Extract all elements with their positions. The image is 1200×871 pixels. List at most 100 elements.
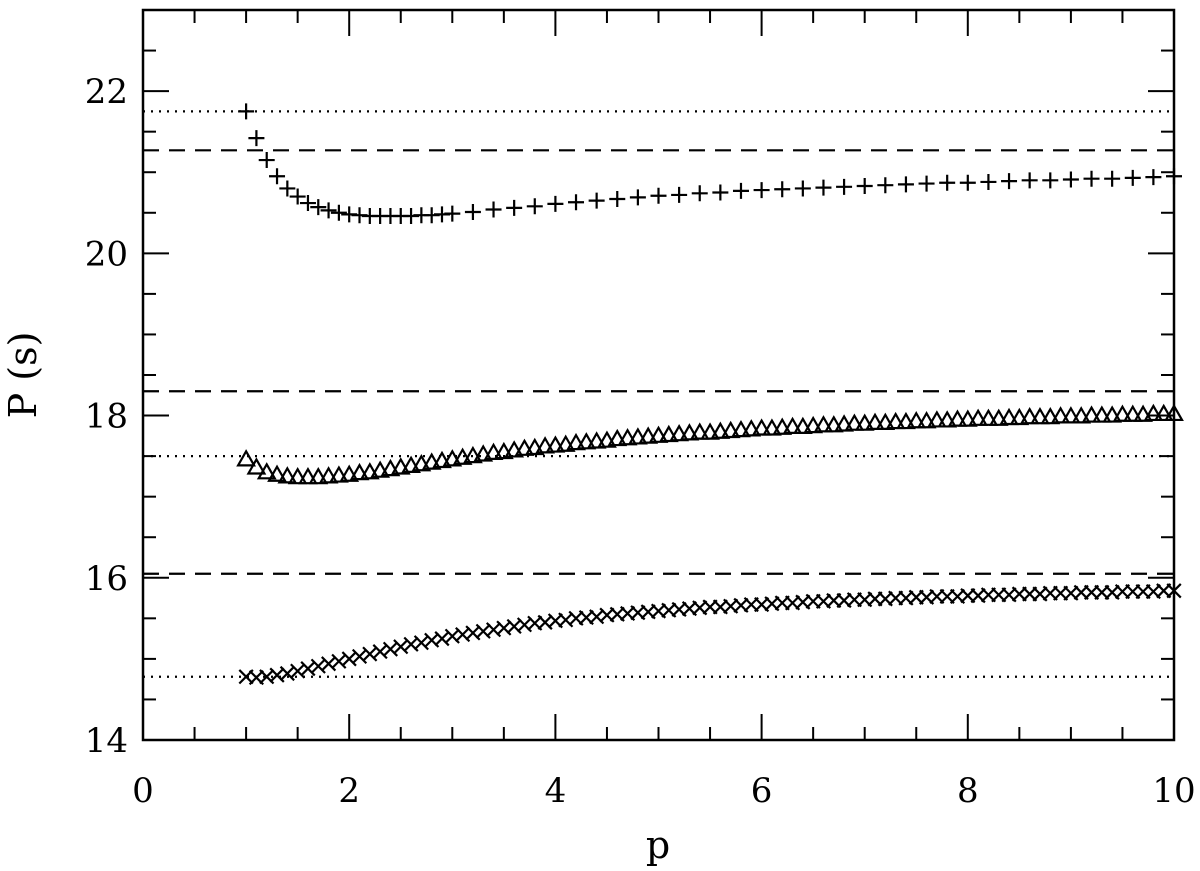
triangle-marker bbox=[720, 420, 741, 439]
data-markers bbox=[236, 103, 1184, 686]
x-axis-title: p bbox=[646, 823, 670, 867]
triangle-marker bbox=[906, 411, 927, 429]
triangle-marker bbox=[411, 454, 432, 472]
cross-marker bbox=[413, 635, 429, 651]
plus-marker bbox=[568, 194, 585, 211]
triangle-marker bbox=[421, 452, 442, 470]
plus-marker bbox=[856, 178, 873, 195]
plus-marker bbox=[1124, 169, 1141, 186]
cross-marker bbox=[393, 639, 409, 655]
plus-marker bbox=[485, 201, 502, 218]
triangle-marker bbox=[1122, 404, 1143, 422]
plus-marker bbox=[299, 195, 316, 212]
triangle-marker bbox=[277, 466, 298, 484]
cross-marker bbox=[331, 653, 347, 669]
triangle-marker bbox=[875, 412, 896, 430]
triangle-marker bbox=[1143, 403, 1164, 422]
plus-marker bbox=[836, 178, 853, 195]
triangle-marker bbox=[370, 460, 391, 478]
triangle-marker bbox=[328, 465, 349, 483]
triangle-marker bbox=[524, 437, 545, 456]
triangle-marker bbox=[504, 440, 525, 458]
plus-marker bbox=[712, 184, 729, 201]
triangle-marker bbox=[246, 457, 267, 475]
triangle-marker bbox=[700, 422, 720, 440]
triangle-marker bbox=[854, 413, 875, 431]
triangle-marker bbox=[926, 410, 947, 428]
triangle-marker bbox=[1133, 404, 1153, 422]
triangle-marker bbox=[1091, 405, 1112, 423]
triangle-marker bbox=[607, 428, 628, 447]
triangle-marker bbox=[741, 419, 762, 437]
triangle-marker bbox=[514, 438, 535, 456]
triangle-marker bbox=[1030, 406, 1050, 425]
plus-marker bbox=[269, 168, 286, 185]
cross-marker bbox=[362, 646, 378, 662]
triangle-marker bbox=[834, 414, 854, 432]
plus-marker bbox=[238, 103, 255, 120]
triangle-marker bbox=[823, 415, 844, 433]
cross-marker bbox=[372, 644, 388, 660]
triangle-marker bbox=[287, 466, 308, 485]
plus-marker bbox=[1166, 168, 1182, 185]
plus-marker bbox=[1042, 172, 1059, 189]
x-tick-label: 10 bbox=[1152, 771, 1195, 811]
triangle-marker bbox=[452, 447, 473, 465]
cross-marker bbox=[290, 663, 306, 679]
triangle-marker bbox=[772, 417, 793, 435]
triangle-marker bbox=[1061, 406, 1081, 424]
triangle-marker bbox=[937, 410, 958, 428]
triangle-marker bbox=[1081, 405, 1102, 423]
triangle-marker bbox=[1112, 404, 1133, 422]
triangle-marker bbox=[1102, 405, 1123, 423]
y-tick-label: 20 bbox=[85, 234, 128, 274]
triangle-marker bbox=[390, 457, 411, 475]
x-tick-label: 2 bbox=[338, 771, 360, 811]
plus-marker bbox=[547, 195, 564, 212]
plus-marker bbox=[464, 203, 481, 220]
triangle-marker bbox=[679, 423, 700, 441]
x-tick-label: 6 bbox=[751, 771, 773, 811]
triangle-marker bbox=[473, 444, 494, 462]
triangle-marker bbox=[359, 462, 380, 480]
cross-marker bbox=[310, 658, 326, 674]
triangle-marker bbox=[762, 418, 782, 436]
triangle-marker bbox=[1019, 406, 1040, 425]
triangle-marker bbox=[617, 428, 638, 446]
plus-marker bbox=[815, 179, 832, 196]
triangle-marker bbox=[555, 434, 576, 452]
plus-marker bbox=[609, 190, 626, 207]
cross-marker bbox=[300, 661, 316, 677]
triangle-marker bbox=[782, 416, 803, 435]
plus-marker bbox=[330, 204, 347, 221]
triangle-marker bbox=[545, 435, 566, 453]
plus-marker bbox=[959, 174, 976, 191]
plus-marker bbox=[877, 177, 894, 194]
plus-marker bbox=[897, 176, 914, 193]
triangle-marker bbox=[658, 424, 679, 443]
plus-marker bbox=[506, 199, 523, 216]
plus-marker bbox=[248, 130, 265, 147]
triangle-marker bbox=[463, 445, 483, 464]
triangle-marker bbox=[968, 408, 989, 426]
plus-marker bbox=[1001, 173, 1018, 190]
plus-marker bbox=[1021, 172, 1038, 189]
triangle-marker bbox=[865, 412, 885, 430]
plus-marker bbox=[444, 205, 461, 222]
triangle-marker bbox=[669, 423, 690, 442]
triangle-marker bbox=[535, 436, 555, 454]
triangle-marker bbox=[1040, 406, 1061, 425]
triangle-marker bbox=[318, 466, 339, 484]
triangle-marker bbox=[401, 455, 421, 473]
triangle-marker bbox=[566, 432, 586, 451]
plus-marker bbox=[753, 182, 770, 199]
plus-marker bbox=[526, 198, 543, 215]
triangle-marker bbox=[648, 425, 669, 443]
x-tick-label: 0 bbox=[132, 771, 154, 811]
plus-marker bbox=[794, 180, 811, 197]
triangle-marker bbox=[493, 441, 514, 460]
triangle-marker bbox=[432, 450, 452, 469]
triangle-marker bbox=[586, 431, 607, 449]
triangle-marker bbox=[1164, 403, 1184, 422]
